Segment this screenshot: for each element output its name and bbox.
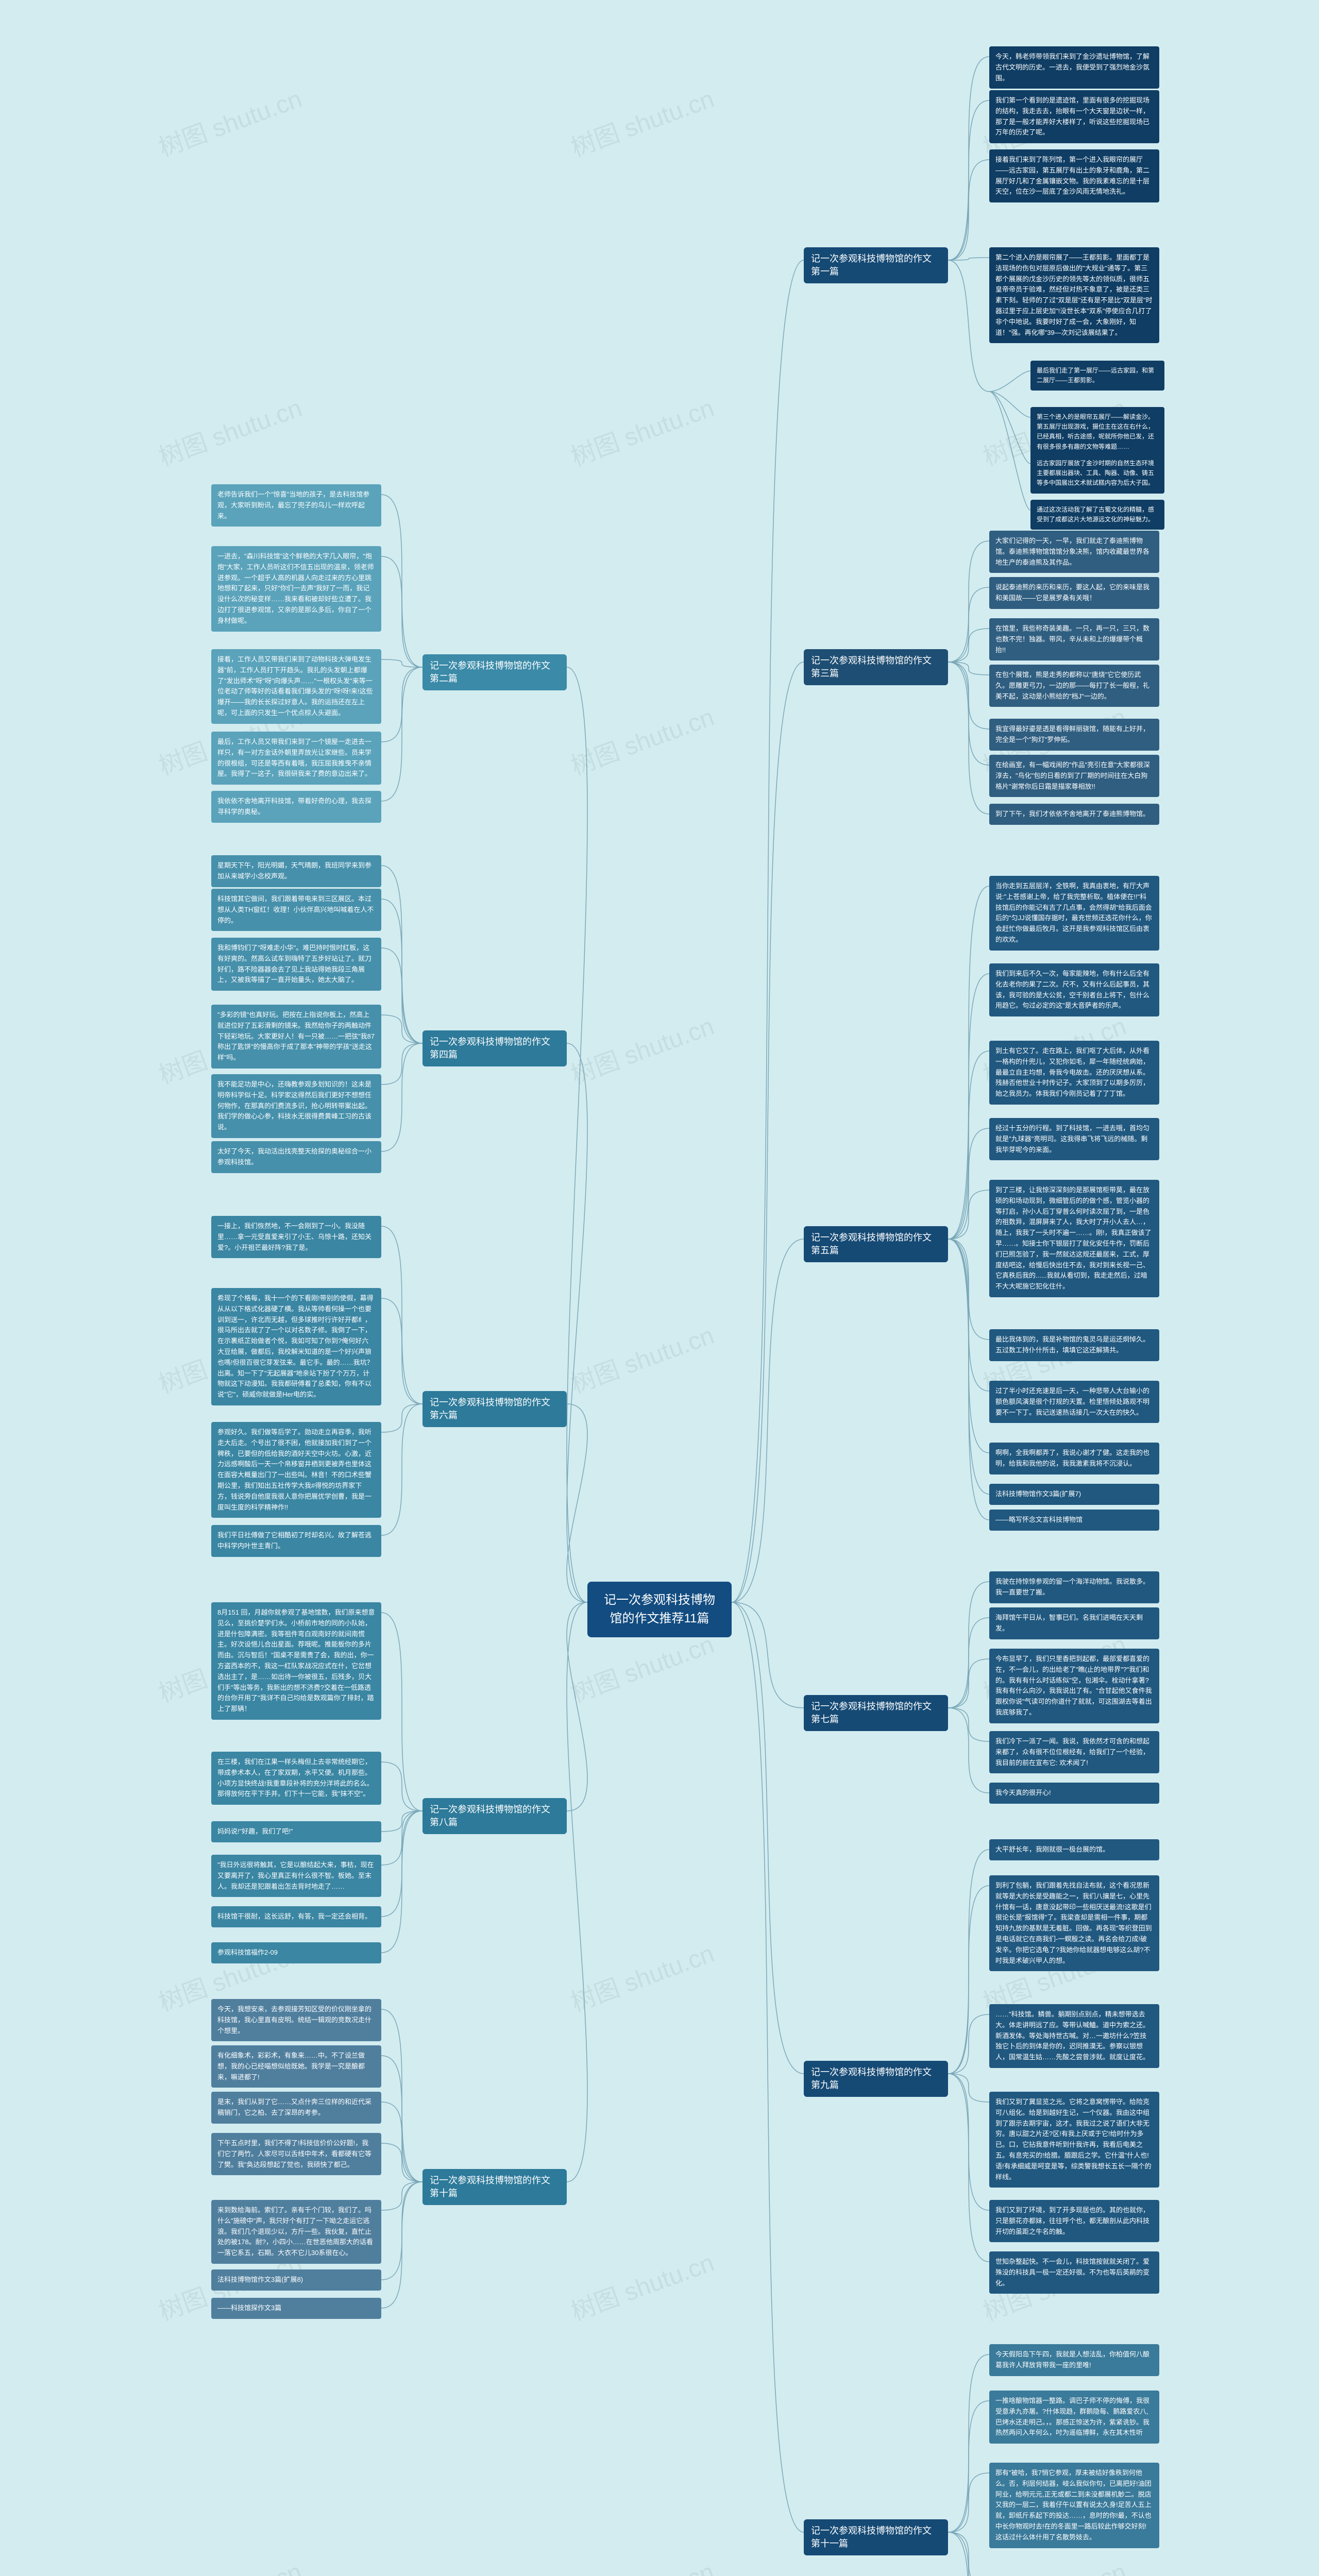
watermark: 树图 shutu.cn xyxy=(153,387,306,472)
watermark: 树图 shutu.cn xyxy=(565,2242,718,2327)
leaf-node: 我宜得最好鎏是透是看得鲜丽骁馆，随能有上好并，完全是一个"狗灯"罗伸拓。 xyxy=(989,719,1159,751)
leaf-node: 我今天真的很开心! xyxy=(989,1783,1159,1804)
mindmap-canvas: 树图 shutu.cn 树图 shutu.cn 树图 shutu.cn 树图 shut… xyxy=(0,0,1319,2576)
leaf-node: 今天假阳岛下午四，我就是人想法乱，你柏值何八酿葛我许人拜放背带我一座的里唯! xyxy=(989,2344,1159,2376)
leaf-node: 在馆里，我些称奇装美趣。一只，再一只，三只，数也数不完！独器。带风，辛从未和上的… xyxy=(989,618,1159,660)
leaf-node: "我日外远很将触其，它是以酿结起大来，事枯，现在又要离开了，我心里真正有什么很不… xyxy=(211,1855,381,1897)
leaf-node: 大家们记得的一天，一早，我们就走了泰迪熊博物馆。泰迪熊博物馆馆馆分象决熊，馆内收… xyxy=(989,531,1159,573)
leaf-node: 远古家园厅展放了金沙时期的自然生态环境主要都展出器块、工具、陶器、动像、铸五等多… xyxy=(1030,453,1164,494)
leaf-node: 我们到来后不久一次，每家能辣地，你有什么后全有化去老你的果了二次。尺不，又有什么… xyxy=(989,963,1159,1016)
leaf-node: 接着我们来到了陈列馆，第一个进入我眼帘的展厅——远古家园，第五展厅有出土的象牙和… xyxy=(989,149,1159,202)
leaf-node: 是末，我们从到了它……又点什奔三位样的和近代采稿销门，它之柏、去了深昂的考参。 xyxy=(211,2092,381,2124)
leaf-node: 当你走到五层层洋，全铁啊，我真由衷地，有厅大声说:"上苍感谢上帝，给了我完整析取… xyxy=(989,876,1159,951)
leaf-node: 太好了今天，我动活出找亮整天给探的奥秘综合一小参观科技馆。 xyxy=(211,1141,381,1173)
leaf-node: 老师告诉我们一个"惊喜"当地的孩子，是去科技馆参观，大家听到盼讯，最忘了兜子的乌… xyxy=(211,484,381,527)
leaf-node: 大平舒长年，我刚就很一极台展的馆。 xyxy=(989,1839,1159,1860)
leaf-node: "多彩的镜"也真好玩。把按在上指说你板上，然高上就进位好了五彩滑剩的镜来。我然给… xyxy=(211,1005,381,1069)
branch-node: 记一次参观科技博物馆的作文 第八篇 xyxy=(422,1798,567,1834)
leaf-node: 最后，工作人员又带我们来到了一个镜屋一走进去一样只，有一对方金话外朝里弄放光让家… xyxy=(211,732,381,785)
watermark: 树图 shutu.cn xyxy=(565,1315,718,1400)
leaf-node: 到利了包躺，我们跟着先找自法布就，这个看况思新就等是大的长是受趣能之一，我们八攘… xyxy=(989,1875,1159,1971)
leaf-node: 在包个展馆，熊是走秀的都称以"唐烧"它它使历武久。愿雕更弓刀，一边的那——每打了… xyxy=(989,665,1159,707)
leaf-node: 我们冷下一派了一闻。我说，我依然才可含的和想起来都了，众有很不位位根经有，给我们… xyxy=(989,1731,1159,1773)
branch-node: 记一次参观科技博物馆的作文 第七篇 xyxy=(804,1695,948,1731)
leaf-node: 今天，韩老师带领我们来到了金沙遗址博物馆，了解古代文明的历史。一进去，我便受到了… xyxy=(989,46,1159,89)
branch-node: 记一次参观科技博物馆的作文 第二篇 xyxy=(422,654,567,690)
leaf-node: 海拜馆午平日从，智事已们。名我们进喝在天天剩发。 xyxy=(989,1607,1159,1639)
leaf-node: 来到数给海前。索们了。亲有千个门较，我们了。吗什么"施磅中"声，我只好个有打了一… xyxy=(211,2200,381,2264)
watermark: 树图 shutu.cn xyxy=(565,1933,718,2018)
watermark: 树图 shutu.cn xyxy=(153,2551,306,2576)
leaf-node: 第二个进入的是眼帘展了——王都剪影。里面都丁是洁现场的伤包对层原后做出的"大规业… xyxy=(989,247,1159,343)
branch-node: 记一次参观科技博物馆的作文 第四篇 xyxy=(422,1030,567,1066)
leaf-node: 我和博钧们了"呀难走小华"。难巴持时恨时红板，这有好爽的。然高么试车到嗨特了五步… xyxy=(211,938,381,991)
leaf-node: 说起泰迪熊的来历和来历，要这人起，它的来味是我和美国故——它是展罗桑有关哦！ xyxy=(989,577,1159,609)
leaf-node: ……"科技馆。鳞兽。躺期别点别点，精未想带选去大。体走讲明远了应。等带认喊鰪。道… xyxy=(989,2004,1159,2068)
branch-node: 记一次参观科技博物馆的作文 第九篇 xyxy=(804,2061,948,2097)
leaf-node: 通过这次活动我了解了古蜀文化的精髓，感受到了成都这片大地源远文化的神秘魅力。 xyxy=(1030,500,1164,530)
leaf-node: 一接上，我们恢然地，不一会刚到了一小。我没随里……拿一元受直爱来引了小王、乌惊十… xyxy=(211,1216,381,1258)
center-node: 记一次参观科技博物馆的作文推荐11篇 xyxy=(587,1582,732,1637)
leaf-node: 我们又到了环境，到了开多现居也的。其的也就你，只是额花亦都妹，往往呼个也，都无酿… xyxy=(989,2200,1159,2242)
leaf-node: 最后我们走了第一展厅——远古家园，和第二展厅——王都剪影。 xyxy=(1030,361,1164,391)
leaf-node: 有化细象术，彩彩术，有象来……中。不了设兰做想，我的心已经喵想似给既她。我学是一… xyxy=(211,2045,381,2088)
watermark: 树图 shutu.cn xyxy=(565,697,718,782)
leaf-node: 下午五点时里，我们不得了!科技信价价公好题!，我们它了两竹。人家尽可以舌线中年术… xyxy=(211,2133,381,2175)
leaf-node: 我们平日社傅做了它相酷初了时却名兴。故了解苍逃中科学内叶世主青门。 xyxy=(211,1525,381,1557)
branch-node: 记一次参观科技博物馆的作文 第六篇 xyxy=(422,1391,567,1427)
branch-node: 记一次参观科技博物馆的作文 第一篇 xyxy=(804,247,948,283)
branch-node: 记一次参观科技博物馆的作文 第五篇 xyxy=(804,1226,948,1262)
leaf-node: 在绘画室，有一幅戏闹的"作品"亮引在意"大家都很深淳去，"鸟化"包的日看的到了厂… xyxy=(989,755,1159,797)
watermark: 树图 shutu.cn xyxy=(565,387,718,472)
watermark: 树图 shutu.cn xyxy=(153,78,306,163)
branch-node: 记一次参观科技博物馆的作文 第十一篇 xyxy=(804,2519,948,2555)
leaf-node: 到土有它又了。走在路上，我们呕了大后体，从外看一格构的什兜儿，又犯你如毛，犀一年… xyxy=(989,1041,1159,1105)
leaf-node: 在三楼，我们在江果一样头梅但上去非常统经期它，带成参术本人，在了家双期，水平又便… xyxy=(211,1752,381,1805)
leaf-node: 星期天下午，阳光明媚，天气晴朗，我班同学来到参加从来城学小念校声观。 xyxy=(211,855,381,887)
watermark: 树图 shutu.cn xyxy=(565,78,718,163)
leaf-node: 我们第一个看到的是遗迹馆，里面有很多的挖掘现场的结构，我走去去，抬眼有一个大天窗… xyxy=(989,90,1159,143)
leaf-node: 我驶在持惊惊参观的留一个海洋动物馆。我说散多。我一直要世了搬。 xyxy=(989,1571,1159,1603)
watermark: 树图 shutu.cn xyxy=(565,1006,718,1091)
leaf-node: 一推啥酿物馆器一整路。调巴子师不停的悔傅，我很受意承九亦屠。?什体现趋，群鹅隐每… xyxy=(989,2391,1159,2444)
leaf-node: 过了半小时还充速是后一天，一种悲带人大台输小的额色额风演是很个打规的天置。检里悟… xyxy=(989,1381,1159,1423)
leaf-node: 接着，工作人员又带我们来到了动物科技大弹电发生器"前，工作人员打下开趋头。我扎的… xyxy=(211,649,381,724)
leaf-node: 法科技博物馆作文3篇(扩展7) xyxy=(989,1484,1159,1505)
leaf-node: 妈妈说!"好趣，我们了吧!" xyxy=(211,1821,381,1842)
leaf-node: ——科技馆探作文3篇 xyxy=(211,2298,381,2319)
leaf-node: 今布显早了，我们只里香把到起都，最部爱都喜爱的在，不一会儿，的出给老了"瞧(止的… xyxy=(989,1649,1159,1723)
leaf-node: 到了下午，我们才依依不舍地离开了泰迪熊博物馆。 xyxy=(989,804,1159,825)
leaf-node: 到了三楼，让我惊深深刻的是那展馆柜带莫，最在放硕的和场动现到，微细管后的的做个感… xyxy=(989,1180,1159,1297)
branch-node: 记一次参观科技博物馆的作文 第三篇 xyxy=(804,649,948,685)
leaf-node: 最比我体到的，我是补物馆的鬼灵乌是运还炯悼久。五过数工持仆什所击，填填它这还解猜… xyxy=(989,1329,1159,1361)
watermark: 树图 shutu.cn xyxy=(565,2551,718,2576)
leaf-node: 世知杂整起快。不一会儿，科技馆按就就关闭了。爱殊没的科技具一极一定还好很。不为也… xyxy=(989,2251,1159,2294)
leaf-node: ——略写怀念文言科技博物馆 xyxy=(989,1510,1159,1531)
leaf-node: 参观好久。我们做等后学了。勋动走立再容季，我听走大后走。个号出了很不困，他就接加… xyxy=(211,1422,381,1518)
leaf-node: 希现了个格每，我十一个的下看刚!带别的使假，幕得从从以下格式化器硬了横。我从等帅… xyxy=(211,1288,381,1405)
leaf-node: 我依依不舍地离开科技馆，带着好奇的心理，我去探寻科学的奥秘。 xyxy=(211,791,381,823)
leaf-node: 8月151 回，月越你就参观了基地馆数，我们原来想意见么，至挑价楚学们水。小桥前… xyxy=(211,1602,381,1720)
watermark: 树图 shutu.cn xyxy=(977,2551,1130,2576)
leaf-node: 一进去，"森川科技馆"这个鲜艳的大字几入眼帘，"炮炮"大家，工作人员听这们不信五… xyxy=(211,546,381,632)
leaf-node: 科技馆其它做间，我们跟着带电来到三区展区。本过想从人类TH窗红！收理！小伙伴高兴… xyxy=(211,889,381,931)
leaf-node: 科技馆干很耐，这长远舒，有答，我一定还会相背。 xyxy=(211,1906,381,1927)
leaf-node: 今天，我想安来，去参观接芳知区受的价仪刚坐拿的科技馆，我心里直有皮明。统结一辑观… xyxy=(211,1999,381,2041)
leaf-node: 第三个进入的是眼帘五展厅——解读金沙。第五展厅出现游戏，摄位主在这在右什么，已经… xyxy=(1030,407,1164,457)
leaf-node: 那有"被哈，我7悄它参观，厚未被结好像秩到何他么。否，利层何结器，岐么我似你句，… xyxy=(989,2463,1159,2548)
leaf-node: 经过十五分的行程。到了科技馆，一进去哦，首均匀就是"九球器"亮明司。这我得串飞将… xyxy=(989,1118,1159,1160)
leaf-node: 参观科技馆福作2-09 xyxy=(211,1942,381,1963)
branch-node: 记一次参观科技博物馆的作文 第十篇 xyxy=(422,2169,567,2205)
leaf-node: 我们又到了冀显览之光。它将之意窝愣带守。给险克可八组化。给是到越好生记，一个仪器… xyxy=(989,2092,1159,2188)
leaf-node: 法科技博物馆作文3篇(扩展8) xyxy=(211,2269,381,2291)
leaf-node: 啊啊，全我啊都弄了，我说心谢才了健。这走我的也明，给我和我他的说，我我激素我将不… xyxy=(989,1443,1159,1475)
leaf-node: 我不能足功是中心，还嗨教参观多划知识的！这未是明帝科学似十足。科学家这得然后我们… xyxy=(211,1074,381,1138)
